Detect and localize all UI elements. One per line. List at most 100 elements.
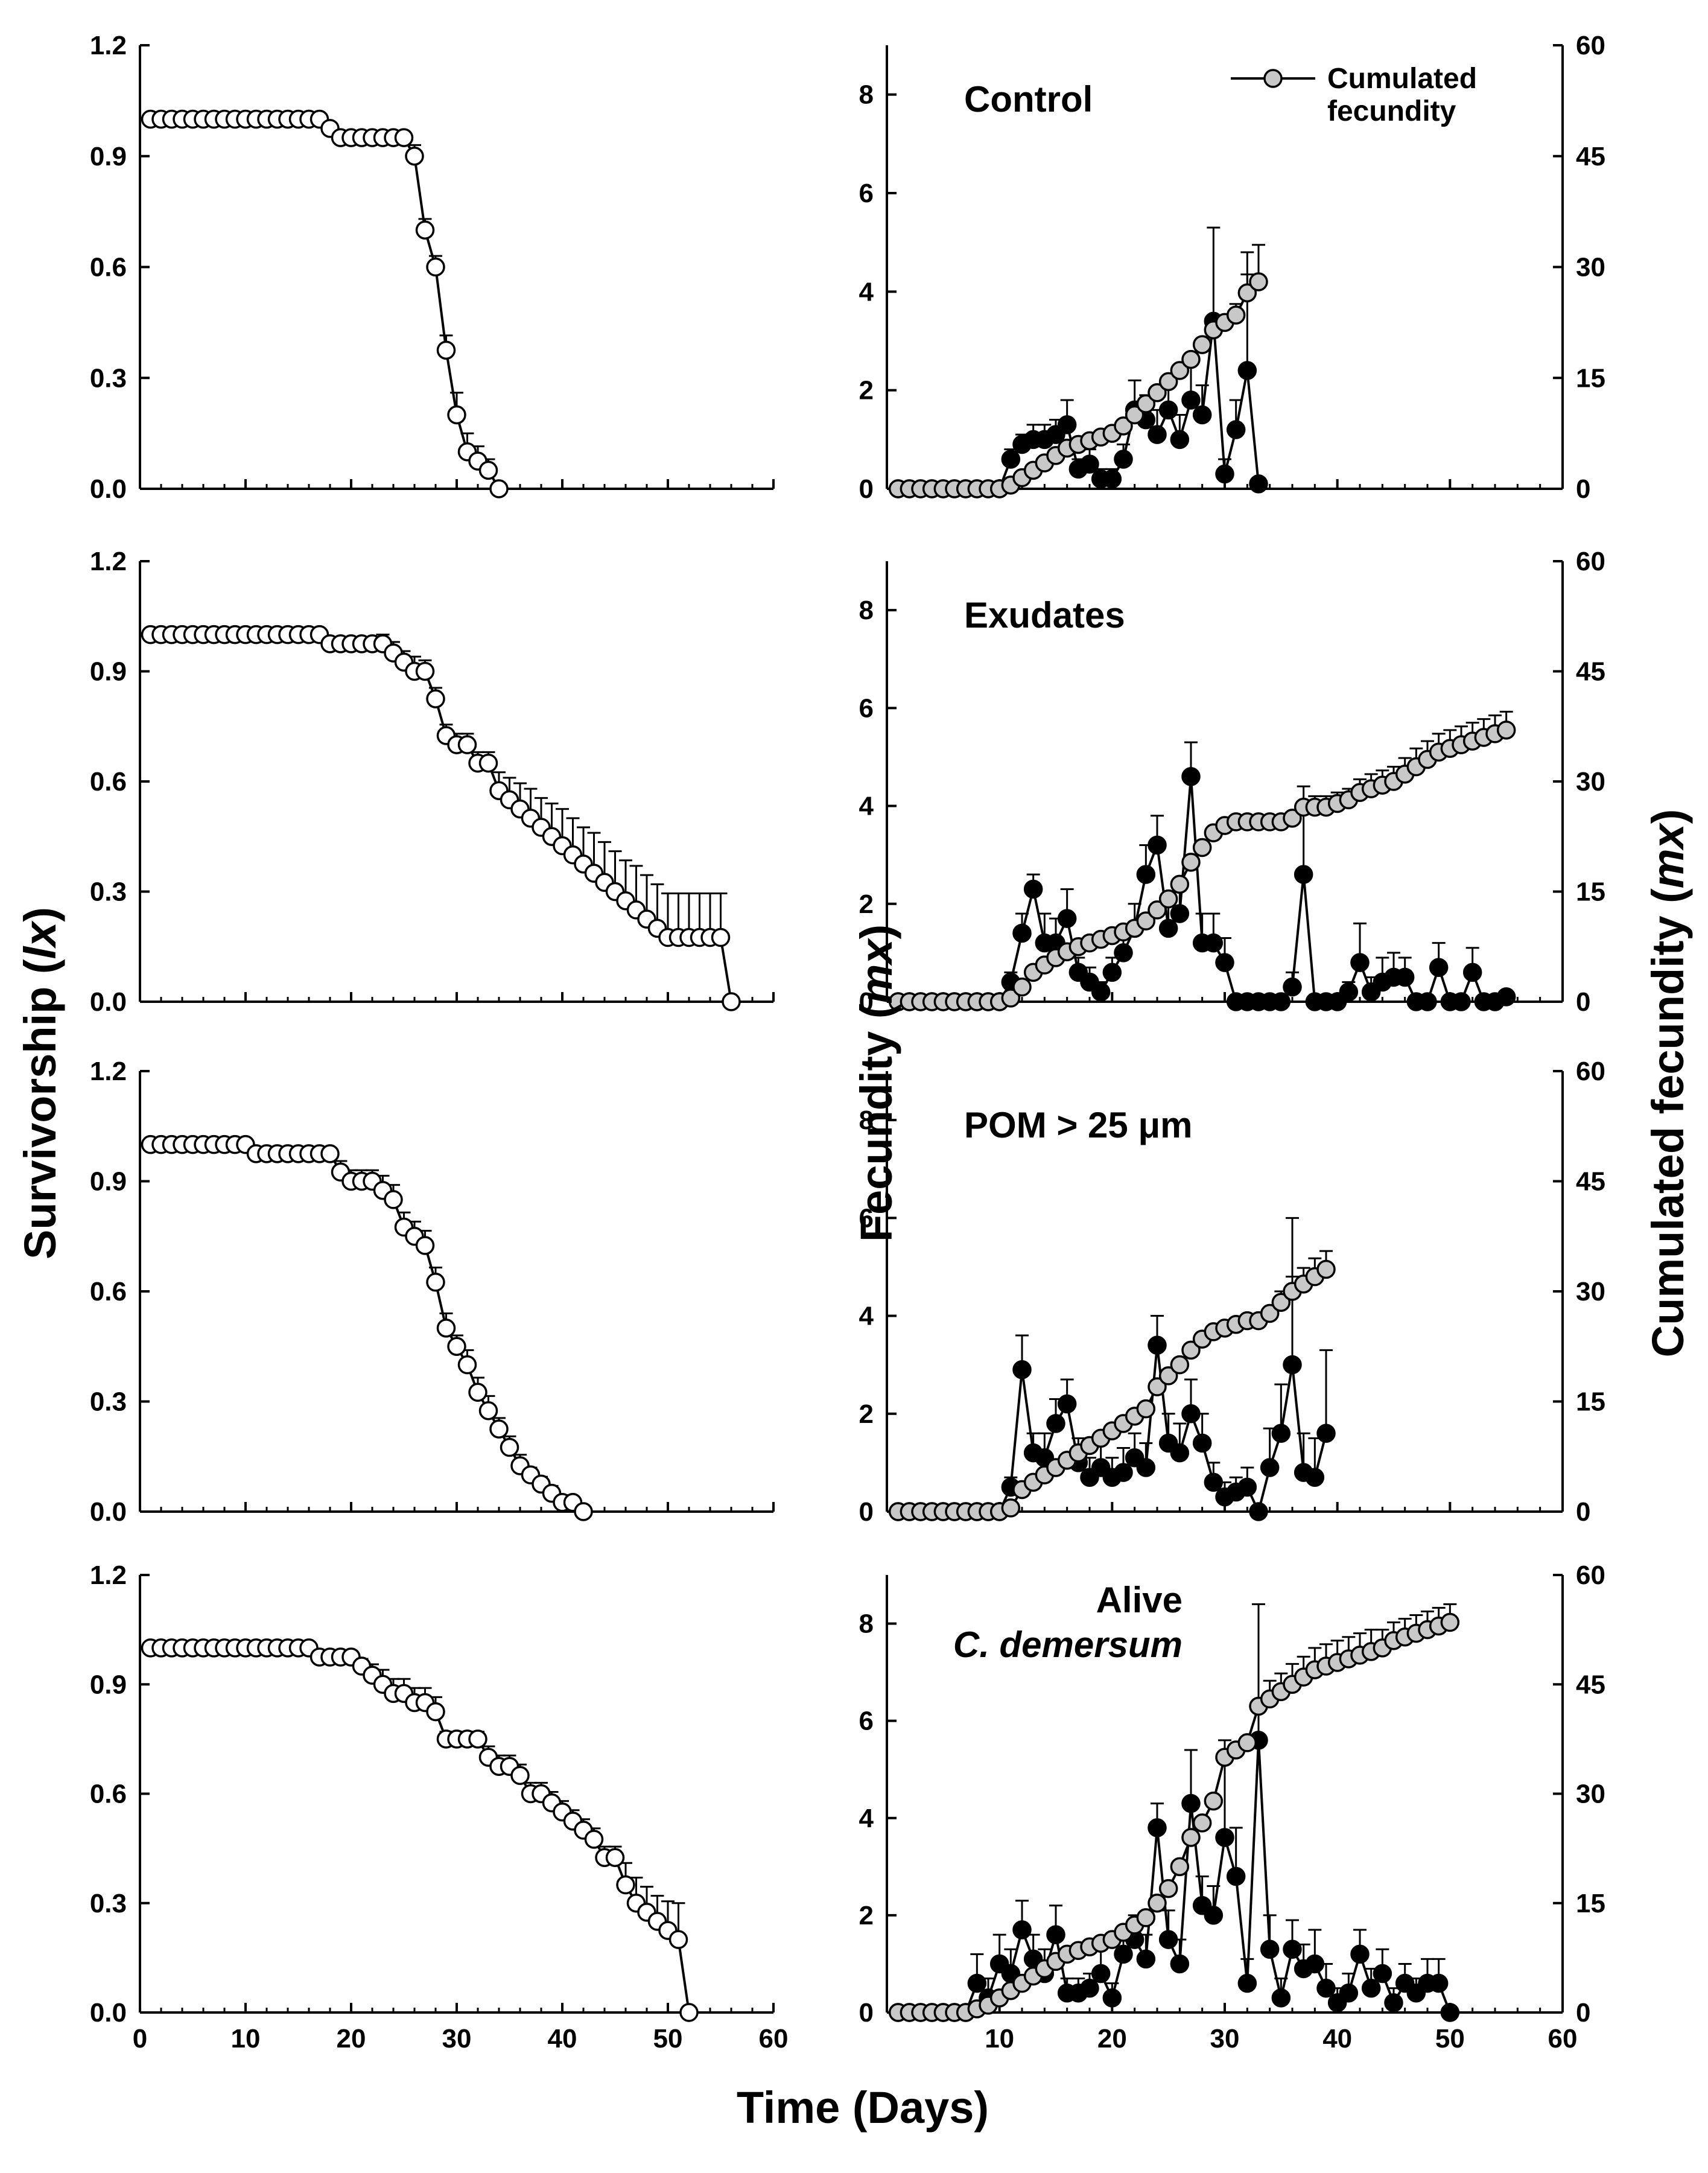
data-point [447,405,466,425]
data-point [1260,1458,1280,1477]
data-point [1170,874,1190,894]
data-point [1136,865,1156,884]
series-lx [141,1638,699,2022]
y-tick-label: 0.3 [90,1387,127,1417]
data-point [1237,283,1257,303]
data-point [1271,1293,1291,1312]
data-point [1316,1978,1336,1998]
data-point [478,460,498,480]
y-tick-label: 0.6 [90,1277,127,1306]
y-tick-label: 4 [859,792,874,821]
data-point [489,1419,509,1439]
y2-tick-label: 0 [1576,987,1590,1017]
data-point [1237,1477,1257,1497]
data-point [1440,2003,1460,2022]
data-point [1170,1355,1190,1375]
data-point [500,1437,519,1457]
data-point [1114,1463,1133,1482]
x-tick-label: 50 [1435,2024,1465,2054]
data-point [1181,1793,1201,1813]
data-point [384,1190,403,1209]
data-point [1192,1433,1212,1453]
x-tick-label: 40 [548,2024,577,2054]
data-point [1496,721,1516,740]
data-point [1305,1468,1325,1487]
series-lx [141,625,741,1011]
data-point [1148,1818,1167,1837]
data-point [1012,1360,1032,1379]
left-y-axis-label: Survivorship (lx) [15,907,65,1259]
y2-tick-label: 60 [1576,31,1605,60]
y-tick-label: 0.9 [90,1167,127,1197]
data-point [1215,464,1234,484]
data-point [1237,361,1257,380]
panel-label: Alive [1096,1580,1183,1620]
y-tick-label: 6 [859,179,874,208]
y-tick-label: 4 [859,1804,874,1833]
data-point [1350,953,1370,972]
data-point [1373,1964,1392,1984]
series-line [150,118,500,489]
x-tick-label: 30 [442,2024,472,2054]
y2-tick-label: 45 [1576,142,1605,171]
data-point [1001,1498,1021,1518]
data-point [679,2003,699,2022]
data-point [1237,1733,1257,1752]
data-point [1080,454,1099,474]
data-point [574,1502,593,1521]
series-lx [141,109,509,498]
y-tick-label: 0.3 [90,877,127,907]
y-tick-label: 0.3 [90,1889,127,1918]
legend-label-line2: fecundity [1327,95,1456,127]
y-tick-label: 0.3 [90,363,127,393]
y-tick-label: 1.2 [90,547,127,576]
x-tick-label: 0 [133,2024,147,2054]
series-fecundity-mx- [888,1603,1460,2022]
data-point [1012,1920,1032,1939]
data-point [1091,1964,1111,1984]
y2-tick-label: 0 [1576,474,1590,504]
x-tick-label: 50 [653,2024,683,2054]
data-point [1271,1424,1291,1443]
data-point [394,128,414,147]
data-point [426,257,445,277]
data-point [1012,923,1032,943]
data-point [1023,879,1043,899]
data-point [1136,394,1156,413]
data-point [1283,809,1302,828]
data-point [1294,865,1313,884]
data-point [1181,390,1201,410]
data-point [405,147,424,166]
series-line [898,776,1507,1003]
data-point [320,1144,340,1163]
data-point [1114,450,1133,469]
data-point [436,1319,456,1338]
y-tick-label: 1.2 [90,1057,127,1086]
data-point [1496,987,1516,1007]
data-point [415,661,435,681]
y2-tick-label: 15 [1576,1889,1605,1918]
data-point [1158,400,1178,420]
data-point [1339,982,1359,1002]
x-tick-label: 20 [337,2024,366,2054]
y-tick-label: 2 [859,376,874,406]
data-point [1226,1866,1246,1886]
y-tick-label: 0.6 [90,767,127,797]
panel-survivorship-alive: 0 10 20 30 40 50 60 0.0 0.3 0.6 0.9 1.2 [90,1561,789,2054]
panel-label: Exudates [964,595,1125,635]
x-tick-label: 40 [1322,2024,1352,2054]
data-point [1384,1993,1403,2012]
data-point [1148,835,1167,855]
y-tick-label: 0.9 [90,1670,127,1699]
data-point [1181,853,1201,872]
y2-tick-label: 0 [1576,1998,1590,2028]
data-point [1181,1340,1201,1360]
data-point [1080,1978,1099,1998]
data-point [1046,1925,1065,1944]
data-point [1170,1443,1190,1463]
panel-label: POM > 25 μm [964,1105,1193,1145]
y-tick-label: 1.2 [90,1561,127,1590]
data-point [1440,1612,1460,1632]
data-point [1091,982,1111,1002]
